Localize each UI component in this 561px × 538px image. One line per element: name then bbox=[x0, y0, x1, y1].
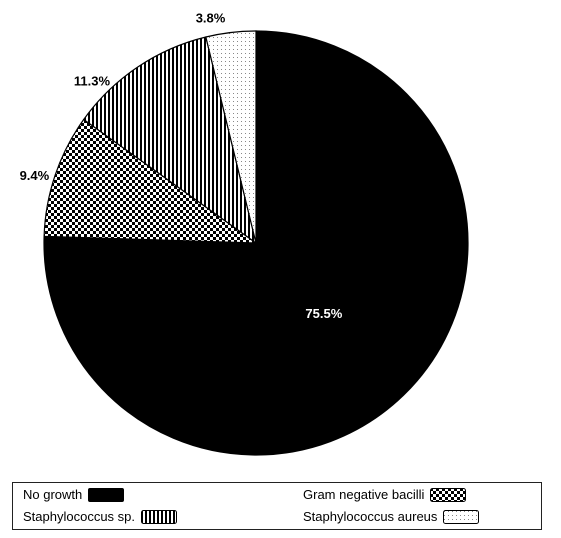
pie-slice-no-growth bbox=[43, 30, 469, 456]
legend-label-staphylococcus-sp: Staphylococcus sp. bbox=[23, 509, 136, 524]
legend-label-no-growth: No growth bbox=[23, 487, 83, 502]
data-label-staphylococcus-aureus: 3.8% bbox=[196, 10, 226, 25]
pie-chart: 75.5% 9.4% 11.3% 3.8% bbox=[20, 10, 469, 456]
legend-item-staphylococcus-aureus: Staphylococcus aureus bbox=[303, 509, 480, 524]
pie-slice-gram-negative-bacilli bbox=[43, 118, 258, 244]
pie-data-labels: 75.5% 9.4% 11.3% 3.8% bbox=[20, 10, 343, 321]
legend-item-staphylococcus-sp: Staphylococcus sp. bbox=[23, 509, 178, 524]
legend-label-staphylococcus-aureus: Staphylococcus aureus bbox=[303, 509, 438, 524]
legend-swatch-no-growth bbox=[88, 487, 125, 502]
legend-label-gram-negative-bacilli: Gram negative bacilli bbox=[303, 487, 425, 502]
pie-slice-staphylococcus-aureus bbox=[205, 30, 257, 244]
data-label-gram-negative-bacilli: 9.4% bbox=[20, 168, 50, 183]
legend-swatch-staphylococcus-aureus bbox=[443, 509, 480, 524]
legend-item-no-growth: No growth bbox=[23, 487, 125, 502]
legend-swatch-staphylococcus-sp bbox=[141, 509, 178, 524]
legend-swatch-gram-negative-bacilli bbox=[430, 487, 467, 502]
data-label-no-growth: 75.5% bbox=[305, 306, 342, 321]
legend: No growth Gram negative bacilli Staphylo… bbox=[12, 482, 542, 530]
data-label-staphylococcus-sp: 11.3% bbox=[74, 74, 111, 89]
pie-slice-staphylococcus-sp bbox=[82, 36, 257, 245]
legend-item-gram-negative-bacilli: Gram negative bacilli bbox=[303, 487, 467, 502]
pie-slices bbox=[43, 30, 469, 456]
